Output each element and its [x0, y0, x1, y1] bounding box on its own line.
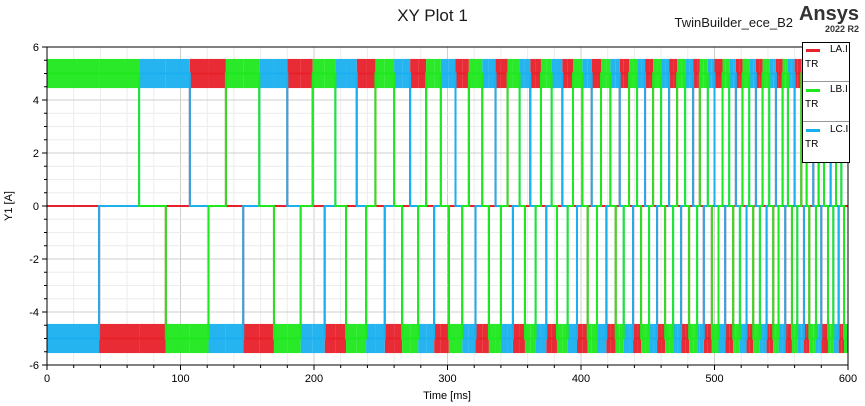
series-line [47, 72, 848, 340]
y-tick-label: 2 [33, 148, 39, 160]
legend-series-unit: TR [805, 99, 819, 110]
tick-labels: 0 100 200 300 400 500 600 -6 -4 -2 0 2 4 6 [29, 42, 857, 385]
legend-swatch [806, 129, 820, 132]
y-tick-label: 4 [33, 95, 39, 107]
x-tick-label: 500 [705, 373, 723, 385]
legend-divider [803, 121, 849, 122]
legend-swatch [806, 89, 820, 92]
legend[interactable]: LA.I TR LB.I TR LC.I TR [802, 42, 850, 163]
series-layer [47, 58, 848, 354]
series-lb-i [47, 58, 848, 354]
x-tick-label: 400 [572, 373, 590, 385]
x-axis-label: Time [ms] [423, 390, 471, 402]
x-tick-label: 0 [44, 373, 50, 385]
x-tick-label: 600 [839, 373, 857, 385]
legend-series-unit: TR [805, 59, 819, 70]
legend-divider [803, 81, 849, 82]
x-tick-label: 300 [438, 373, 456, 385]
y-tick-label: -4 [29, 307, 39, 319]
x-tick-label: 100 [171, 373, 189, 385]
legend-swatch [806, 49, 820, 52]
y-axis-label: Y1 [A] [3, 191, 15, 221]
brand-name: Ansys [798, 3, 859, 25]
plot-title: XY Plot 1 [397, 6, 468, 25]
brand-logo: Ansys 2022 R2 [799, 4, 859, 34]
y-tick-label: -2 [29, 254, 39, 266]
legend-series-name: LC.I [830, 124, 849, 135]
legend-item-la[interactable]: LA.I TR [803, 43, 849, 81]
y-tick-label: -6 [29, 360, 39, 372]
axis-ticks [42, 46, 849, 370]
y-tick-label: 0 [33, 201, 39, 213]
legend-series-name: LA.I [830, 44, 848, 55]
legend-series-name: LB.I [830, 84, 848, 95]
legend-item-lc[interactable]: LC.I TR [803, 123, 849, 161]
brand-version: 2022 R2 [824, 24, 859, 34]
legend-item-lb[interactable]: LB.I TR [803, 83, 849, 121]
y-tick-label: 6 [33, 42, 39, 54]
legend-series-unit: TR [805, 139, 819, 150]
design-name: TwinBuilder_ece_B2 [674, 15, 793, 30]
x-tick-label: 200 [305, 373, 323, 385]
